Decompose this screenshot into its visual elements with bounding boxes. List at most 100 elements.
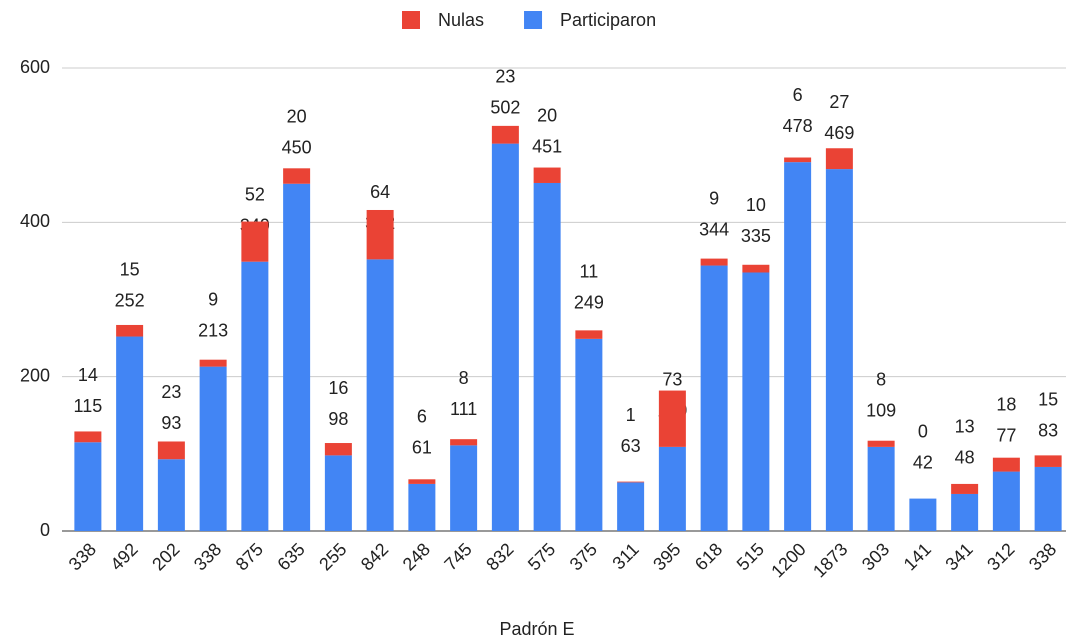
x-tick-label: 311 (608, 539, 642, 573)
x-tick-label: 202 (148, 539, 183, 574)
bar-segment (658, 390, 686, 447)
data-label: 213 (198, 320, 228, 340)
bar-segment (617, 481, 645, 483)
data-label: 83 (1038, 421, 1058, 441)
data-label: 20 (287, 107, 307, 127)
data-label: 252 (115, 290, 145, 310)
bar-segment (366, 259, 394, 531)
x-tick-label: 832 (482, 539, 517, 574)
data-label: 15 (1038, 390, 1058, 410)
bar-segment (116, 336, 144, 531)
x-tick-label: 338 (65, 539, 100, 574)
data-label: 16 (328, 378, 348, 398)
data-label: 77 (996, 425, 1016, 445)
bar-segment (491, 125, 519, 144)
data-label: 8 (459, 368, 469, 388)
data-label: 61 (412, 438, 432, 458)
data-label: 98 (328, 409, 348, 429)
bar-segment (825, 148, 853, 170)
bar-segment (324, 455, 352, 531)
bar-segment (408, 479, 436, 484)
bar-segment (992, 471, 1020, 531)
bar-segment (742, 272, 770, 531)
bar-segment (241, 221, 269, 262)
x-tick-label: 618 (691, 539, 726, 574)
bar-segment (1034, 466, 1062, 531)
data-label: 8 (876, 370, 886, 390)
x-tick-label: 515 (733, 539, 768, 574)
data-label: 451 (532, 137, 562, 157)
data-label: 6 (793, 85, 803, 105)
bar-segment (992, 457, 1020, 472)
x-axis-title: Padrón E (499, 619, 574, 639)
x-tick-label: 375 (566, 539, 601, 574)
data-label: 64 (370, 182, 390, 202)
x-tick-label: 492 (106, 539, 141, 574)
bar-segment (408, 483, 436, 531)
data-label: 344 (699, 219, 729, 239)
bar-segment (450, 445, 478, 531)
legend-swatch (524, 11, 543, 29)
bar-segment (74, 442, 102, 531)
data-label: 27 (829, 92, 849, 112)
bar-segment (199, 359, 227, 367)
bar-segment (825, 169, 853, 532)
data-label: 18 (996, 394, 1016, 414)
bar-segment (533, 182, 561, 531)
data-label: 73 (662, 370, 682, 390)
bar-segment (784, 162, 812, 532)
bar-segment (450, 439, 478, 446)
x-tick-label: 248 (399, 539, 434, 574)
bar-segment (199, 366, 227, 531)
data-label: 0 (918, 421, 928, 441)
data-label: 63 (621, 436, 641, 456)
y-tick-label: 200 (20, 365, 50, 385)
bar-segment (491, 143, 519, 531)
data-label: 9 (709, 188, 719, 208)
bar-segment (366, 209, 394, 260)
bar-segment (951, 483, 979, 494)
x-tick-label: 341 (941, 539, 976, 574)
bar-segment (533, 167, 561, 183)
bar-segment (324, 443, 352, 456)
bar-segment (283, 168, 311, 184)
bar-segment (784, 157, 812, 163)
data-label: 15 (120, 259, 140, 279)
bar-segment (116, 324, 144, 337)
data-label: 14 (78, 365, 98, 385)
bar-segment (742, 264, 770, 273)
data-label: 450 (282, 138, 312, 158)
x-tick-label: 255 (315, 539, 350, 574)
data-label: 502 (490, 97, 520, 117)
bar-segment (700, 258, 728, 266)
data-label: 249 (574, 293, 604, 313)
x-tick-label: 312 (983, 539, 1018, 574)
bar-segment (951, 493, 979, 531)
y-tick-label: 0 (40, 520, 50, 540)
y-tick-label: 400 (20, 211, 50, 231)
x-tick-label: 338 (190, 539, 225, 574)
x-tick-label: 338 (1025, 539, 1060, 574)
data-label: 9 (208, 289, 218, 309)
bar-segment (157, 459, 185, 531)
data-label: 10 (746, 195, 766, 215)
data-label: 111 (450, 399, 477, 419)
bar-segment (283, 183, 311, 531)
bar-segment (658, 446, 686, 531)
data-label: 20 (537, 106, 557, 126)
bar-segment (575, 330, 603, 339)
data-label: 42 (913, 452, 933, 472)
bar-segment (617, 482, 645, 531)
x-tick-label: 141 (900, 539, 935, 574)
data-label: 52 (245, 184, 265, 204)
bar-segment (867, 440, 895, 447)
data-label: 11 (580, 262, 599, 282)
x-tick-label: 745 (440, 539, 475, 574)
legend-swatch (402, 11, 420, 29)
x-tick-label: 1873 (809, 539, 851, 581)
x-tick-label: 575 (524, 539, 559, 574)
x-tick-label: 842 (357, 539, 392, 574)
bar-segment (74, 431, 102, 443)
x-tick-label: 395 (649, 539, 684, 574)
